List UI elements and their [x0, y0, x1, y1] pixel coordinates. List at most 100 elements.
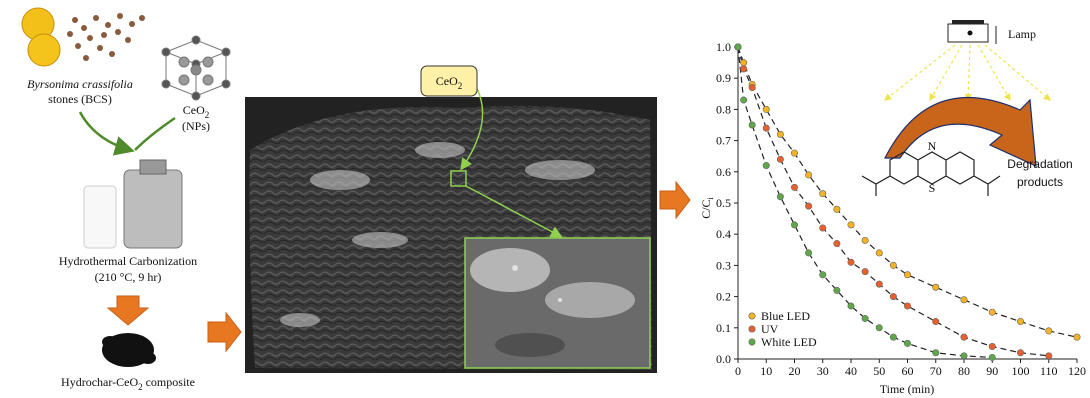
x-tick-label: 110 — [1040, 364, 1058, 378]
data-point — [848, 259, 854, 265]
y-tick-label: 0.0 — [716, 352, 731, 366]
data-point — [876, 250, 882, 256]
right-arrow — [208, 313, 241, 351]
data-point — [961, 334, 967, 340]
hydrochar — [102, 333, 156, 367]
y-tick-label: 0.1 — [716, 321, 731, 335]
y-tick-label: 0.6 — [716, 165, 731, 179]
crystal-lattice — [162, 36, 230, 100]
light-rays — [885, 45, 1050, 100]
data-point — [862, 315, 868, 321]
y-tick-label: 0.9 — [716, 71, 731, 85]
data-point — [805, 172, 811, 178]
left-panel: Byrsonima crassifolia stones (BCS) CeO2 … — [22, 8, 241, 392]
reaction-scheme: Lamp N S Degradation products — [862, 20, 1073, 196]
x-tick-label: 70 — [930, 364, 942, 378]
y-tick-label: 0.7 — [716, 134, 731, 148]
data-point — [805, 203, 811, 209]
data-point — [848, 303, 854, 309]
y-axis-label: C/Ci — [699, 196, 715, 218]
data-point — [989, 309, 995, 315]
data-point — [862, 237, 868, 243]
legend-label: White LED — [761, 335, 817, 349]
flow-arrow — [80, 112, 130, 150]
trend-line — [738, 47, 1077, 337]
y-tick-label: 0.4 — [716, 227, 731, 241]
data-point — [1046, 353, 1052, 359]
data-point — [890, 334, 896, 340]
data-point — [763, 106, 769, 112]
data-point — [834, 240, 840, 246]
data-point — [740, 59, 746, 65]
autoclave-liner — [84, 186, 116, 248]
data-point — [961, 353, 967, 359]
data-point — [1017, 350, 1023, 356]
x-tick-label: 0 — [735, 364, 741, 378]
x-tick-label: 90 — [986, 364, 998, 378]
data-point — [763, 162, 769, 168]
x-tick-label: 40 — [845, 364, 857, 378]
atom-n: N — [928, 139, 937, 153]
stones — [67, 13, 145, 61]
fruit-part: stones (BCS) — [48, 92, 112, 106]
data-point — [791, 184, 797, 190]
y-tick-label: 0.5 — [716, 196, 731, 210]
data-point — [904, 272, 910, 278]
autoclave — [124, 170, 182, 248]
data-point — [876, 325, 882, 331]
data-point — [763, 125, 769, 131]
nps-note: (NPs) — [182, 119, 210, 133]
x-tick-label: 30 — [817, 364, 829, 378]
x-tick-label: 20 — [789, 364, 801, 378]
graphical-abstract: Byrsonima crassifolia stones (BCS) CeO2 … — [0, 0, 1090, 398]
lamp-top — [952, 20, 984, 24]
fruit — [28, 34, 60, 66]
y-tick-label: 0.3 — [716, 258, 731, 272]
data-point — [876, 281, 882, 287]
x-axis-label: Time (min) — [880, 382, 935, 396]
right-arrow — [660, 182, 690, 218]
data-point — [834, 287, 840, 293]
legend-marker — [749, 326, 755, 332]
data-point — [805, 250, 811, 256]
data-point — [777, 156, 783, 162]
y-tick-label: 0.2 — [716, 290, 731, 304]
data-point — [848, 222, 854, 228]
data-point — [834, 206, 840, 212]
data-point — [933, 284, 939, 290]
data-point — [961, 297, 967, 303]
data-point — [862, 268, 868, 274]
data-point — [904, 303, 910, 309]
data-point — [1046, 328, 1052, 334]
x-tick-label: 10 — [760, 364, 772, 378]
data-point — [735, 44, 741, 50]
data-point — [1017, 318, 1023, 324]
y-tick-label: 0.8 — [716, 102, 731, 116]
data-point — [989, 354, 995, 360]
x-tick-label: 50 — [873, 364, 885, 378]
x-tick-label: 80 — [958, 364, 970, 378]
legend-label: UV — [761, 322, 779, 336]
x-tick-label: 60 — [902, 364, 914, 378]
legend-marker — [749, 339, 755, 345]
reaction-arrow — [885, 98, 1036, 167]
data-point — [777, 194, 783, 200]
data-point — [749, 122, 755, 128]
data-point — [933, 318, 939, 324]
data-point — [820, 272, 826, 278]
data-point — [989, 343, 995, 349]
lamp-bulb — [968, 31, 973, 36]
nps-formula: CeO2 — [183, 103, 210, 120]
data-point — [740, 66, 746, 72]
data-point — [749, 84, 755, 90]
process: Hydrothermal Carbonization — [59, 254, 197, 268]
data-point — [820, 190, 826, 196]
data-point — [820, 225, 826, 231]
data-point — [740, 97, 746, 103]
conditions: (210 °C, 9 hr) — [95, 270, 162, 284]
data-point — [777, 131, 783, 137]
fruit-name: Byrsonima crassifolia — [27, 77, 133, 91]
y-tick-label: 1.0 — [716, 40, 731, 54]
product-line2: products — [1017, 175, 1063, 189]
legend-label: Blue LED — [761, 309, 810, 323]
